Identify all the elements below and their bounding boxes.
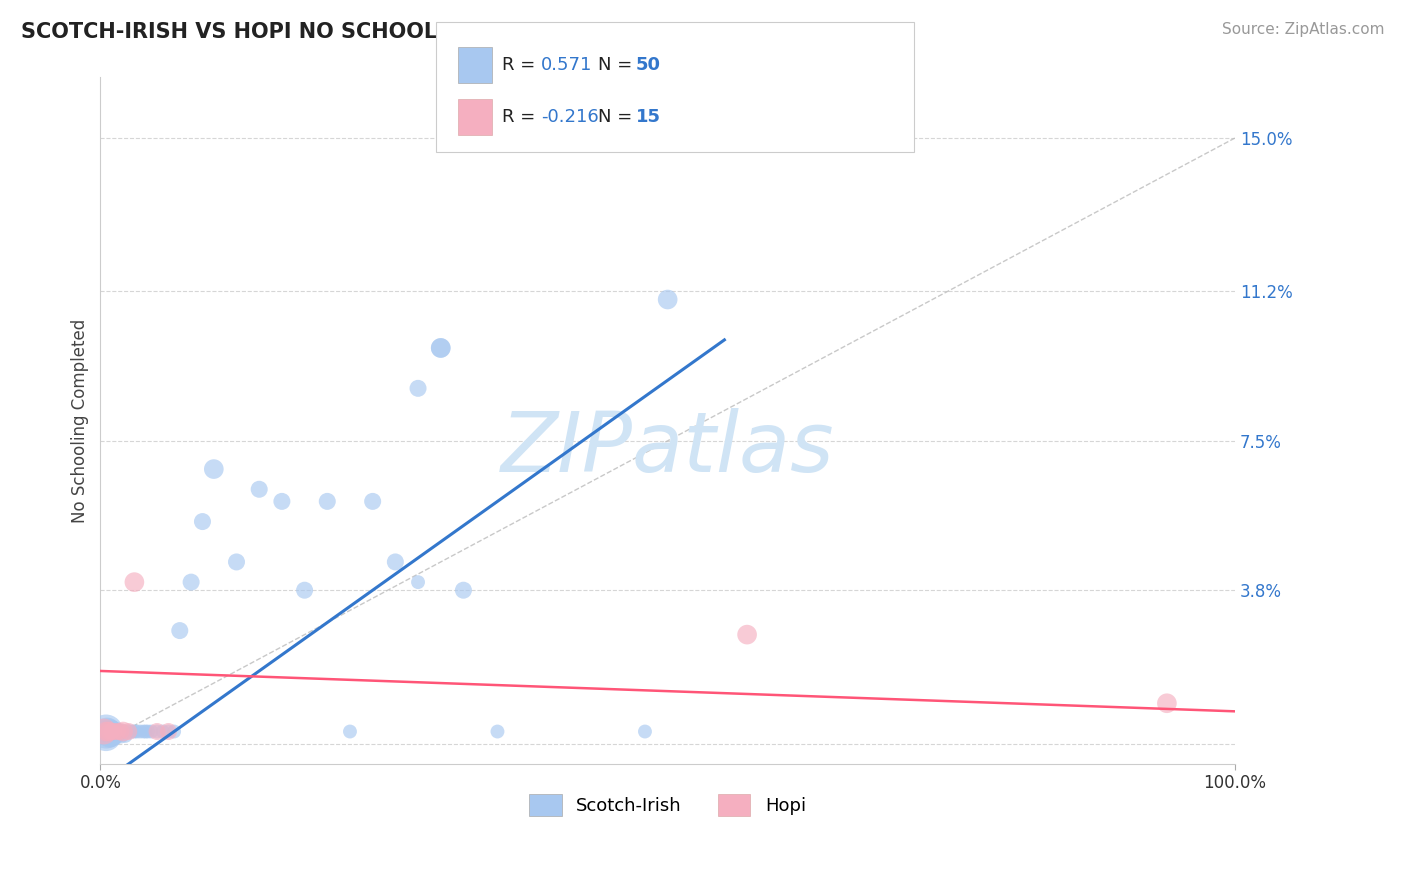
Point xyxy=(129,724,152,739)
Point xyxy=(93,724,115,739)
Text: N =: N = xyxy=(598,108,637,126)
Point xyxy=(429,341,451,355)
Text: R =: R = xyxy=(502,108,541,126)
Point xyxy=(100,729,122,743)
Point xyxy=(97,724,120,739)
Point xyxy=(112,724,135,739)
Point xyxy=(110,724,132,739)
Point xyxy=(110,729,132,743)
Point xyxy=(735,627,758,641)
Point xyxy=(339,724,361,739)
Point xyxy=(157,724,180,739)
Text: 50: 50 xyxy=(636,56,661,74)
Text: 0.571: 0.571 xyxy=(541,56,593,74)
Point xyxy=(112,724,135,739)
Text: Source: ZipAtlas.com: Source: ZipAtlas.com xyxy=(1222,22,1385,37)
Point xyxy=(105,724,128,739)
Point xyxy=(225,555,247,569)
Point xyxy=(169,624,191,638)
Legend: Scotch-Irish, Hopi: Scotch-Irish, Hopi xyxy=(522,787,813,823)
Point xyxy=(125,724,148,739)
Point xyxy=(98,729,121,743)
Text: N =: N = xyxy=(598,56,637,74)
Point xyxy=(152,724,174,739)
Point xyxy=(100,724,122,739)
Point xyxy=(105,724,128,739)
Point xyxy=(100,729,122,743)
Point xyxy=(107,724,129,739)
Point xyxy=(180,575,202,590)
Point xyxy=(100,724,122,739)
Point xyxy=(634,724,657,739)
Point xyxy=(453,583,475,598)
Point xyxy=(247,483,270,497)
Point xyxy=(94,729,117,743)
Point xyxy=(124,724,146,739)
Point xyxy=(94,724,117,739)
Point xyxy=(157,724,180,739)
Point xyxy=(114,729,136,743)
Point xyxy=(146,724,169,739)
Point xyxy=(124,575,146,590)
Y-axis label: No Schooling Completed: No Schooling Completed xyxy=(72,318,89,523)
Point xyxy=(384,555,406,569)
Point xyxy=(406,575,429,590)
Point xyxy=(121,724,143,739)
Point xyxy=(657,293,679,307)
Text: SCOTCH-IRISH VS HOPI NO SCHOOLING COMPLETED CORRELATION CHART: SCOTCH-IRISH VS HOPI NO SCHOOLING COMPLE… xyxy=(21,22,886,42)
Point xyxy=(135,724,157,739)
Point xyxy=(406,381,429,395)
Point xyxy=(104,729,127,743)
Point xyxy=(97,724,120,739)
Point xyxy=(146,724,169,739)
Point xyxy=(202,462,225,476)
Point xyxy=(103,724,125,739)
Point xyxy=(98,724,121,739)
Point xyxy=(96,724,118,739)
Text: 15: 15 xyxy=(636,108,661,126)
Point xyxy=(270,494,292,508)
Text: R =: R = xyxy=(502,56,541,74)
Point xyxy=(136,724,159,739)
Point xyxy=(294,583,316,598)
Point xyxy=(105,724,128,739)
Point xyxy=(1156,696,1178,710)
Point xyxy=(191,515,214,529)
Point xyxy=(429,341,451,355)
Point xyxy=(132,724,155,739)
Point xyxy=(163,724,186,739)
Point xyxy=(141,724,163,739)
Point xyxy=(101,724,124,739)
Point xyxy=(118,724,141,739)
Point xyxy=(103,724,125,739)
Point xyxy=(316,494,339,508)
Point xyxy=(486,724,509,739)
Point xyxy=(118,724,141,739)
Point xyxy=(94,724,117,739)
Point xyxy=(361,494,384,508)
Text: -0.216: -0.216 xyxy=(541,108,599,126)
Text: ZIPatlas: ZIPatlas xyxy=(501,408,835,489)
